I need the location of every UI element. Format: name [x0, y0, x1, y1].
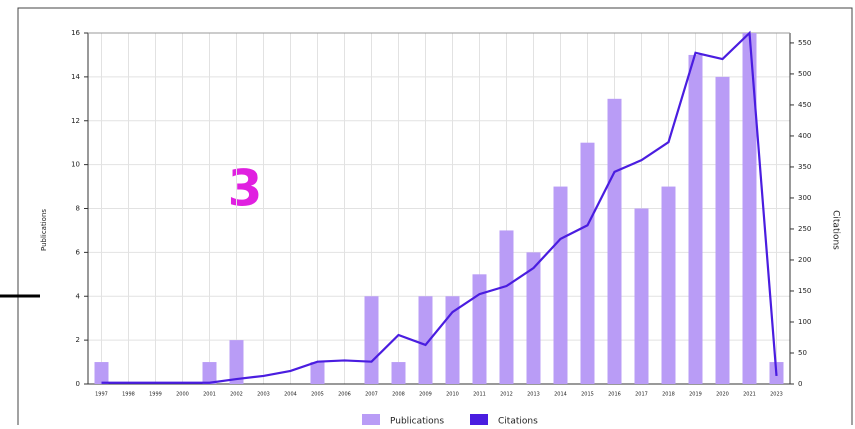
y-tick-label: 2 [76, 336, 80, 344]
y2-axis-label: Citations [831, 210, 841, 250]
y2-tick-label: 250 [798, 225, 811, 233]
x-tick-label: 2017 [635, 392, 648, 398]
x-tick-label: 2012 [500, 392, 513, 398]
x-tick-label: 2002 [230, 392, 243, 398]
y2-tick-label: 400 [798, 132, 811, 140]
x-tick-label: 1999 [149, 392, 162, 398]
y2-tick-label: 200 [798, 256, 811, 264]
x-tick-label: 2003 [257, 392, 270, 398]
y2-tick-label: 0 [798, 380, 802, 388]
x-tick-label: 2000 [176, 392, 189, 398]
bar [391, 362, 406, 384]
x-tick-label: 2005 [311, 392, 324, 398]
y-tick-label: 14 [71, 73, 80, 81]
x-tick-label: 1997 [95, 392, 108, 398]
y-axis-label: Publications [40, 209, 48, 251]
bar [499, 230, 514, 384]
y-tick-label: 4 [76, 292, 81, 300]
x-tick-label: 2007 [365, 392, 378, 398]
y-tick-label: 0 [76, 380, 80, 388]
bar [742, 33, 757, 384]
bar [202, 362, 217, 384]
x-tick-label: 2014 [554, 392, 567, 398]
y2-tick-label: 300 [798, 194, 811, 202]
legend-label: Publications [390, 417, 444, 426]
bar [715, 76, 730, 384]
y2-tick-label: 150 [798, 287, 811, 295]
frame [17, 7, 853, 429]
bar [310, 362, 325, 384]
bar [94, 362, 109, 384]
x-tick-label: 2021 [743, 392, 756, 398]
bar [418, 296, 433, 384]
y-tick-label: 10 [71, 161, 80, 169]
annotation: 3 [228, 160, 263, 218]
y2-tick-label: 500 [798, 70, 811, 78]
y2-tick-label: 100 [798, 318, 811, 326]
x-tick-label: 2013 [527, 392, 540, 398]
bar [553, 186, 568, 384]
x-tick-label: 2018 [662, 392, 675, 398]
x-tick-label: 2010 [446, 392, 459, 398]
x-tick-label: 2023 [770, 392, 783, 398]
y-tick-label: 6 [76, 248, 81, 256]
line [101, 30, 778, 384]
x-tick-label: 2016 [608, 392, 621, 398]
x-tick-label: 2001 [203, 392, 216, 398]
bar [607, 98, 622, 384]
y-tick-label: 8 [76, 205, 80, 213]
x-tick-label: 2008 [392, 392, 405, 398]
legend-swatch [362, 414, 380, 426]
bar [661, 186, 676, 384]
y2-tick-label: 50 [798, 349, 807, 357]
bar [364, 296, 379, 384]
bar [445, 296, 460, 384]
y2-tick-label: 550 [798, 39, 811, 47]
x-tick-label: 1998 [122, 392, 135, 398]
x-tick-label: 2004 [284, 392, 297, 398]
bar [472, 274, 487, 384]
y2-tick-label: 350 [798, 163, 811, 171]
x-tick-label: 2009 [419, 392, 432, 398]
bar [634, 208, 649, 384]
x-tick-label: 2019 [689, 392, 702, 398]
legend-swatch [470, 414, 488, 426]
x-tick-label: 2020 [716, 392, 729, 398]
y-tick-label: 12 [71, 117, 80, 125]
bar [526, 252, 541, 384]
y2-tick-label: 450 [798, 101, 811, 109]
y-tick-label: 16 [71, 29, 80, 37]
bar [580, 142, 595, 384]
bar [229, 340, 244, 384]
x-tick-label: 2006 [338, 392, 351, 398]
legend-label: Citations [498, 417, 538, 426]
x-tick-label: 2015 [581, 392, 594, 398]
bar [688, 54, 703, 384]
x-tick-label: 2011 [473, 392, 486, 398]
